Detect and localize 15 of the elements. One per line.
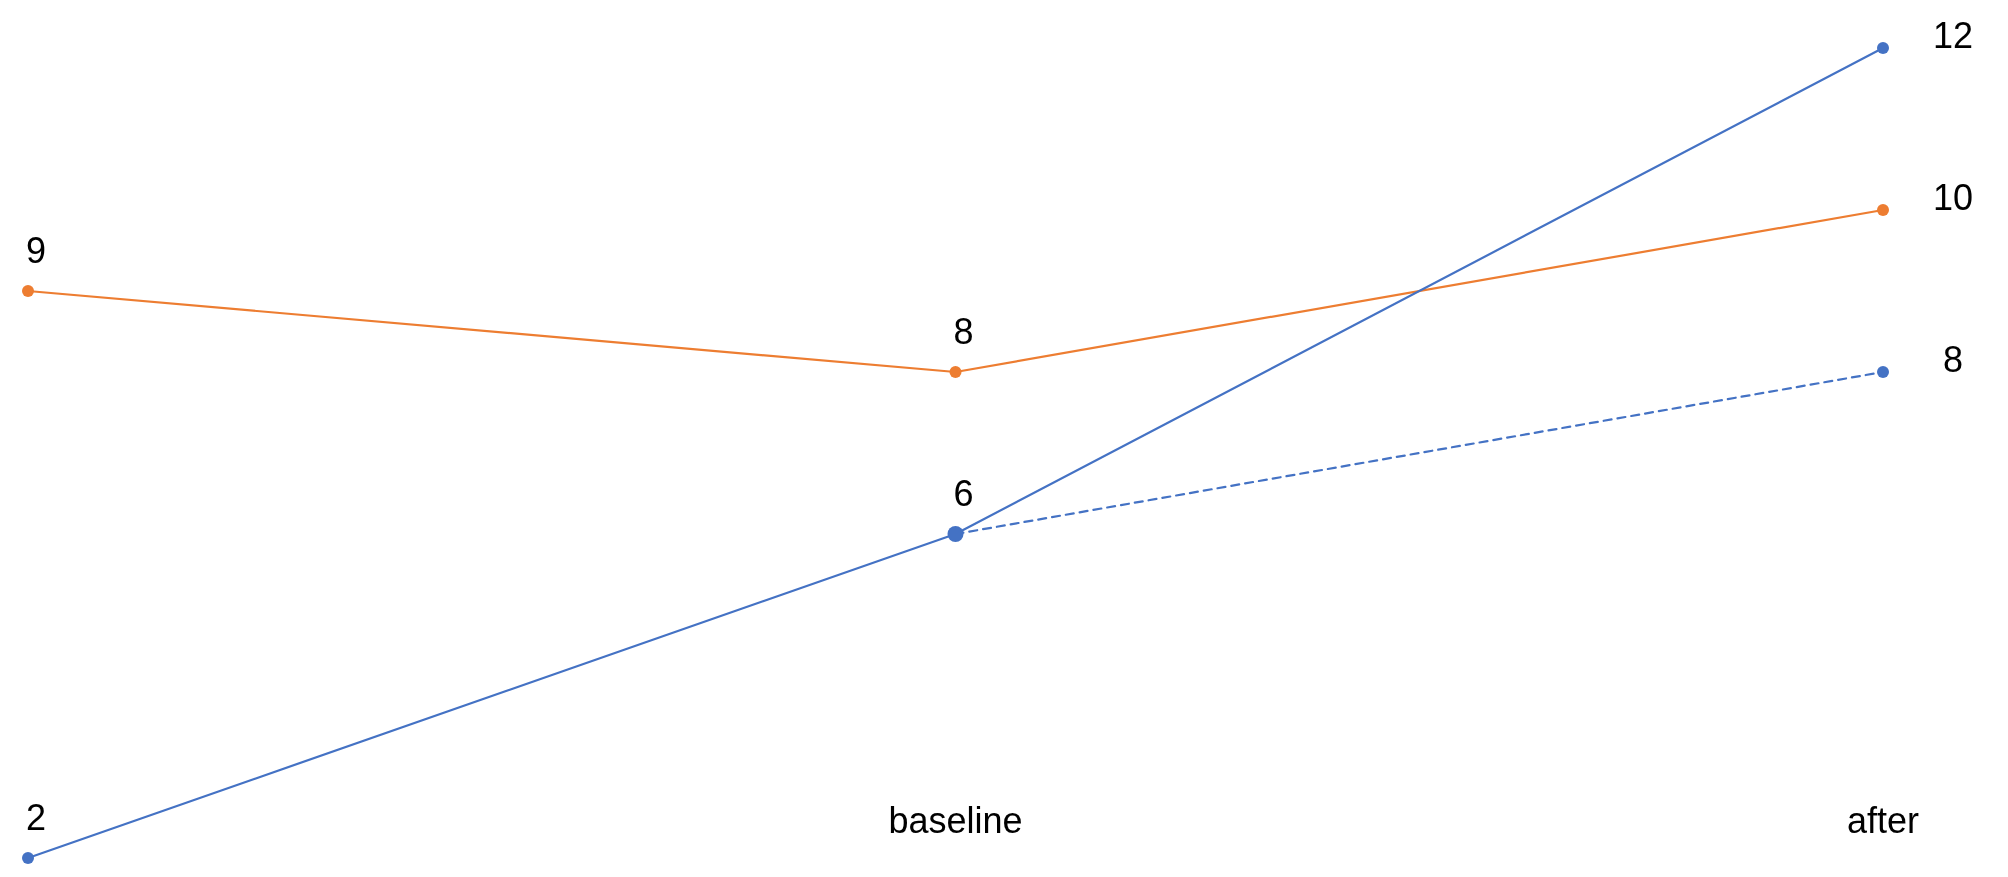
data-label: 6 — [953, 473, 974, 514]
data-label: 2 — [25, 797, 47, 838]
data-label: 12 — [1932, 15, 1974, 56]
point — [1877, 42, 1889, 54]
point — [949, 366, 962, 378]
x-tick-label: baseline — [888, 800, 1023, 841]
point — [1877, 204, 1889, 216]
data-label: 8 — [1942, 339, 1964, 380]
data-label: 10 — [1932, 177, 1974, 218]
point — [22, 852, 34, 864]
point — [22, 285, 34, 297]
x-tick-label: after — [1846, 800, 1920, 841]
data-label: 8 — [953, 311, 974, 352]
data-label: 9 — [25, 230, 47, 271]
point — [1877, 366, 1889, 378]
